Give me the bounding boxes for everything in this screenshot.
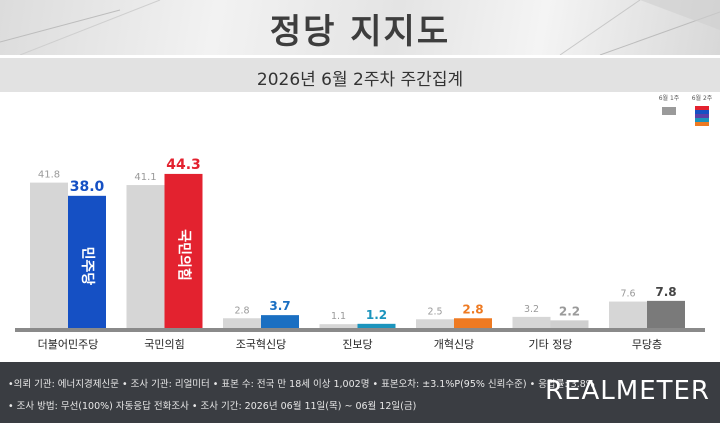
subtitle-bar: [0, 58, 720, 92]
category-label-1: 국민의힘: [144, 338, 184, 351]
bar-prev-4: [416, 319, 454, 328]
brand-logo: REALMETER: [545, 376, 710, 406]
value-label-prev-6: 7.6: [620, 289, 635, 300]
value-label-prev-2: 2.8: [234, 305, 249, 316]
legend-swatch-curr-0: [695, 106, 709, 110]
bar-curr-6: [647, 300, 685, 328]
bar-prev-3: [319, 324, 358, 328]
legend-swatch-curr-2: [695, 114, 709, 118]
bar-curr-5: [550, 320, 589, 328]
party-logo-0: 민주당: [79, 247, 96, 286]
value-label-prev-0: 41.8: [38, 170, 60, 181]
value-label-curr-3: 1.2: [366, 308, 387, 322]
category-label-2: 조국혁신당: [236, 338, 287, 351]
value-label-curr-6: 7.8: [655, 285, 676, 299]
page-title: 정당 지지도: [269, 12, 451, 52]
legend-swatch-curr-4: [695, 122, 709, 126]
value-label-curr-1: 44.3: [166, 157, 201, 173]
value-label-prev-5: 3.2: [524, 304, 539, 315]
title-banner: [0, 0, 720, 55]
value-label-curr-5: 2.2: [559, 304, 580, 318]
party-logo-1: 국민의힘: [176, 229, 193, 281]
category-label-4: 개혁신당: [434, 338, 474, 351]
bar-prev-2: [223, 318, 261, 328]
bar-curr-4: [454, 318, 492, 328]
bar-prev-6: [609, 301, 647, 328]
value-label-curr-0: 38.0: [70, 179, 105, 195]
legend-label-prev: 6월 1주: [659, 94, 680, 102]
value-label-curr-4: 2.8: [462, 302, 483, 316]
legend-swatch-prev: [662, 107, 676, 115]
survey-info-line-2: • 조사 방법: 무선(100%) 자동응답 전화조사 • 조사 기간: 202…: [8, 401, 417, 412]
category-label-3: 진보당: [342, 338, 372, 351]
legend-label-curr: 6월 2주: [692, 94, 713, 102]
legend-swatch-curr-1: [695, 110, 709, 114]
category-label-6: 무당층: [632, 338, 662, 351]
value-label-prev-4: 2.5: [427, 306, 442, 317]
page-subtitle: 2026년 6월 2주차 주간집계: [256, 70, 464, 90]
legend-swatch-curr-3: [695, 118, 709, 122]
category-label-0: 더불어민주당: [38, 338, 99, 351]
bar-prev-0: [30, 182, 68, 328]
bar-prev-1: [126, 185, 165, 328]
banner-decoration: [0, 0, 720, 55]
survey-info-line-1: •의뢰 기관: 에너지경제신문 • 조사 기관: 리얼미터 • 표본 수: 전국…: [8, 379, 595, 390]
bar-curr-2: [261, 315, 299, 328]
footer: •의뢰 기관: 에너지경제신문 • 조사 기관: 리얼미터 • 표본 수: 전국…: [0, 362, 720, 423]
x-axis-baseline: [15, 328, 705, 332]
value-label-curr-2: 3.7: [269, 299, 290, 313]
bar-curr-3: [357, 323, 396, 328]
bar-curr-0: [68, 195, 106, 328]
category-label-5: 기타 정당: [529, 338, 573, 351]
value-label-prev-3: 1.1: [331, 311, 346, 322]
value-label-prev-1: 41.1: [134, 172, 156, 183]
bar-prev-5: [512, 316, 551, 328]
bar-curr-1: [164, 173, 203, 328]
